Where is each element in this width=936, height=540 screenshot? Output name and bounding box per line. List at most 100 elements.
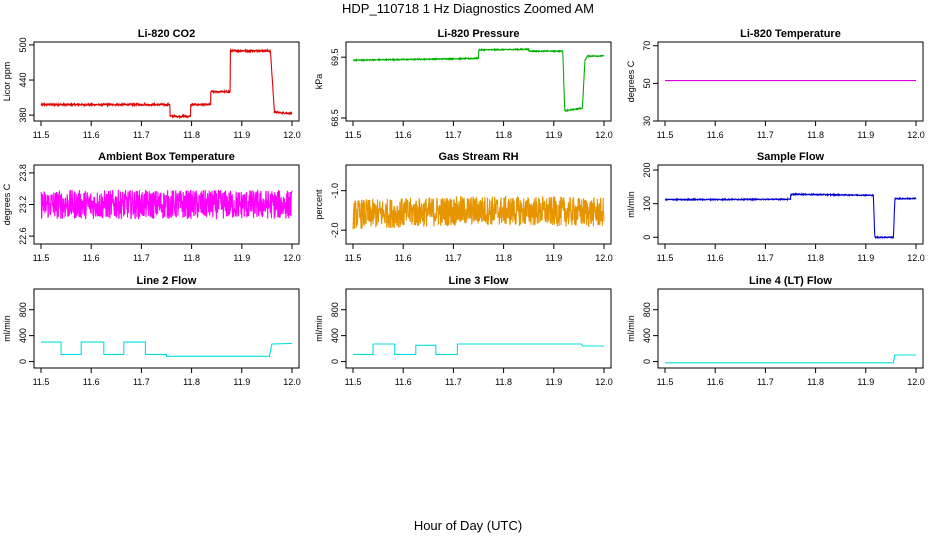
panel-3: Li-820 Temperature 11.5 11.6 11.7 11.8 11.9 12… bbox=[626, 28, 925, 140]
panel-title: Gas Stream RH bbox=[438, 151, 518, 163]
series-line bbox=[665, 354, 916, 364]
x-tick-label: 11.7 bbox=[133, 377, 150, 387]
y-tick-label: 0 bbox=[18, 359, 28, 364]
x-tick-label: 11.8 bbox=[183, 130, 200, 140]
x-tick-label: 11.8 bbox=[495, 253, 512, 263]
y-tick-label: 50 bbox=[642, 78, 652, 88]
x-tick-label: 11.5 bbox=[345, 130, 362, 140]
panel-8: Line 3 Flow 11.5 11.6 11.7 11.8 11.9 12.0 0 400 8… bbox=[314, 275, 613, 387]
panel-title: Line 3 Flow bbox=[449, 275, 509, 287]
y-tick-label: 0 bbox=[330, 359, 340, 364]
x-tick-label: 11.5 bbox=[657, 130, 674, 140]
x-tick-label: 11.9 bbox=[545, 253, 562, 263]
x-tick-label: 12.0 bbox=[595, 253, 613, 263]
y-tick-label: 30 bbox=[642, 116, 652, 126]
x-tick-label: 11.6 bbox=[707, 130, 724, 140]
y-axis-label: kPa bbox=[314, 74, 324, 90]
x-tick-label: 11.6 bbox=[83, 377, 100, 387]
x-tick-label: 11.6 bbox=[395, 377, 412, 387]
x-tick-label: 11.8 bbox=[183, 377, 200, 387]
series-line bbox=[352, 195, 605, 230]
y-tick-label: 23.2 bbox=[18, 196, 28, 214]
x-axis-label: Hour of Day (UTC) bbox=[413, 518, 523, 533]
x-tick-label: 11.9 bbox=[857, 130, 874, 140]
x-tick-label: 11.5 bbox=[657, 377, 674, 387]
y-tick-label: 0 bbox=[642, 235, 652, 240]
plot-frame bbox=[33, 288, 300, 369]
x-tick-label: 11.9 bbox=[233, 253, 250, 263]
series-line bbox=[40, 47, 293, 120]
y-tick-label: 400 bbox=[330, 328, 340, 343]
series-line bbox=[352, 47, 605, 113]
y-tick-label: 800 bbox=[642, 302, 652, 317]
plot-frame bbox=[657, 164, 924, 245]
x-tick-label: 11.5 bbox=[33, 130, 50, 140]
x-tick-label: 11.6 bbox=[707, 253, 724, 263]
panel-1: Li-820 CO2 11.5 11.6 11.7 11.8 11.9 12.0 380 440… bbox=[2, 28, 301, 140]
x-tick-label: 11.7 bbox=[757, 253, 774, 263]
x-tick-label: 11.9 bbox=[233, 377, 250, 387]
plot-frame bbox=[345, 164, 612, 245]
panel-5: Gas Stream RH 11.5 11.6 11.7 11.8 11.9 12.0 -2.… bbox=[314, 151, 613, 263]
x-tick-label: 12.0 bbox=[595, 130, 613, 140]
x-tick-label: 11.5 bbox=[345, 253, 362, 263]
panel-title: Li-820 CO2 bbox=[138, 28, 195, 40]
panel-title: Ambient Box Temperature bbox=[98, 151, 235, 163]
x-tick-label: 11.8 bbox=[495, 377, 512, 387]
figure-title: HDP_110718 1 Hz Diagnostics Zoomed AM bbox=[342, 1, 594, 16]
x-tick-label: 11.8 bbox=[495, 130, 512, 140]
y-tick-label: 800 bbox=[330, 302, 340, 317]
plot-frame bbox=[33, 41, 300, 122]
x-tick-label: 12.0 bbox=[907, 130, 925, 140]
panel-title: Li-820 Temperature bbox=[740, 28, 841, 40]
x-tick-label: 12.0 bbox=[283, 253, 301, 263]
y-axis-label: ml/min bbox=[2, 315, 12, 342]
x-tick-label: 11.6 bbox=[395, 130, 412, 140]
y-tick-label: 70 bbox=[642, 41, 652, 51]
y-tick-label: 23.8 bbox=[18, 164, 28, 182]
y-axis-label: Licor ppm bbox=[2, 62, 12, 102]
x-tick-label: 11.5 bbox=[33, 253, 50, 263]
y-tick-label: 800 bbox=[18, 302, 28, 317]
y-tick-label: 69.5 bbox=[330, 48, 340, 66]
y-tick-label: 380 bbox=[18, 108, 28, 123]
y-axis-label: degrees C bbox=[626, 60, 636, 102]
y-tick-label: 0 bbox=[642, 359, 652, 364]
y-tick-label: 100 bbox=[642, 196, 652, 211]
x-tick-label: 11.5 bbox=[345, 377, 362, 387]
x-tick-label: 11.7 bbox=[445, 130, 462, 140]
plot-frame bbox=[657, 41, 924, 122]
x-tick-label: 11.7 bbox=[757, 130, 774, 140]
series-line bbox=[40, 188, 293, 220]
series-line bbox=[353, 343, 604, 355]
x-tick-label: 11.6 bbox=[83, 253, 100, 263]
x-tick-label: 11.7 bbox=[133, 253, 150, 263]
x-tick-label: 11.9 bbox=[233, 130, 250, 140]
panel-title: Sample Flow bbox=[757, 151, 825, 163]
x-tick-label: 11.6 bbox=[395, 253, 412, 263]
y-axis-label: ml/min bbox=[626, 315, 636, 342]
y-axis-label: ml/min bbox=[314, 315, 324, 342]
y-tick-label: 200 bbox=[642, 163, 652, 178]
x-tick-label: 11.6 bbox=[83, 130, 100, 140]
panel-title: Line 4 (LT) Flow bbox=[749, 275, 832, 287]
series-line bbox=[41, 341, 293, 357]
y-tick-label: 440 bbox=[18, 73, 28, 88]
y-tick-label: 68.5 bbox=[330, 109, 340, 127]
x-tick-label: 11.8 bbox=[807, 253, 824, 263]
panel-7: Line 2 Flow 11.5 11.6 11.7 11.8 11.9 12.0 0 400 8… bbox=[2, 275, 301, 387]
y-axis-label: degrees C bbox=[2, 183, 12, 225]
x-tick-label: 11.5 bbox=[657, 253, 674, 263]
y-tick-label: -2.0 bbox=[330, 222, 340, 238]
x-tick-label: 11.8 bbox=[807, 130, 824, 140]
x-tick-label: 11.5 bbox=[33, 377, 50, 387]
x-tick-label: 11.9 bbox=[857, 253, 874, 263]
series-line bbox=[664, 192, 917, 240]
x-tick-label: 11.9 bbox=[857, 377, 874, 387]
plot-frame bbox=[345, 288, 612, 369]
y-tick-label: 22.6 bbox=[18, 227, 28, 245]
x-tick-label: 11.9 bbox=[545, 130, 562, 140]
x-tick-label: 11.7 bbox=[445, 253, 462, 263]
y-tick-label: 400 bbox=[18, 328, 28, 343]
